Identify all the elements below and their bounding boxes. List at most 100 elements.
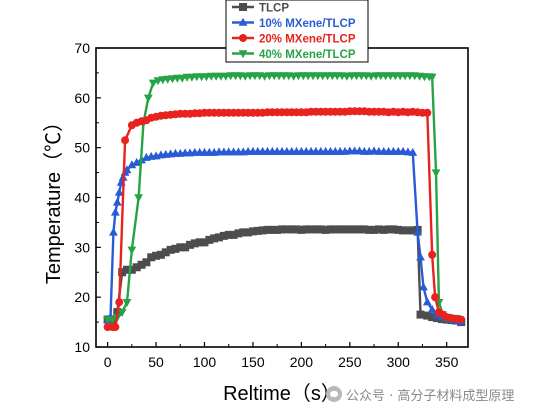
x-tick-label: 100 [193,354,217,370]
data-point [355,225,364,234]
series-2 [103,107,466,332]
wechat-icon [326,386,342,402]
data-point [210,234,219,243]
data-point [389,225,398,234]
data-point [326,225,335,234]
data-point [132,157,142,166]
legend-label: TLCP [259,3,289,15]
x-tick-label: 250 [338,354,362,370]
data-point [229,230,238,239]
y-tick-label: 30 [74,239,90,255]
data-point [427,304,437,313]
y-axis: 10 20 30 40 50 60 70 [74,40,101,355]
data-point [428,250,437,259]
legend-marker [238,50,248,59]
data-point [416,310,425,319]
data-point [457,315,466,324]
data-point [115,298,124,307]
data-point [399,226,408,235]
legend: TLCP 10% MXene/TLCP 20% MXene/TLCP 40% MXen… [225,0,369,63]
data-point [234,229,243,238]
data-point [278,225,286,234]
y-tick-label: 70 [74,40,90,56]
watermark-text: 公众号 · 高分子材料成型原理 [346,388,515,404]
data-point [419,282,428,291]
data-point [258,226,267,235]
data-point [370,225,379,234]
data-point [350,225,359,234]
data-point [224,230,233,239]
data-point [431,293,440,302]
data-point [336,225,345,234]
data-point [287,225,296,234]
data-point [292,225,301,234]
data-point [123,265,131,274]
data-point [273,225,282,234]
data-point [127,265,136,274]
data-point [200,238,209,247]
data-point [433,314,441,323]
watermark: 公众号 · 高分子材料成型原理 [326,383,514,405]
data-point [195,238,204,247]
plot-series [103,72,466,332]
y-tick-label: 60 [74,90,90,106]
data-point [111,323,120,332]
data-point [379,225,388,234]
data-point [219,231,228,240]
data-point [431,169,441,178]
series-3 [103,72,461,325]
data-point [408,147,418,156]
data-point [263,225,272,234]
data-point [248,227,257,236]
data-point [132,263,141,272]
data-point [416,252,425,261]
data-point [109,227,118,236]
data-point [427,73,437,82]
data-point [152,251,161,260]
x-tick-label: 150 [241,354,265,370]
x-tick-label: 200 [290,354,314,370]
x-tick-label: 350 [435,354,459,370]
data-point [408,226,417,235]
data-point [316,225,325,234]
data-point [108,316,117,325]
data-point [127,160,137,169]
data-point [166,245,175,254]
data-point [253,226,262,235]
y-tick-label: 40 [74,190,90,206]
data-point [384,225,393,234]
x-tick-label: 0 [104,354,112,370]
data-point [302,225,311,234]
y-tick-label: 20 [74,289,90,305]
legend-label: 10% MXene/TLCP [259,18,356,30]
y-tick-label: 50 [74,140,90,156]
data-point [340,225,349,234]
x-tick-label: 50 [148,354,164,370]
data-point [422,297,432,306]
data-point [282,225,291,234]
data-point [205,235,214,244]
data-point [297,225,306,234]
data-point [161,248,170,257]
x-tick-label: 300 [387,354,411,370]
legend-label: 20% MXene/TLCP [259,34,356,46]
data-point [142,258,151,267]
data-point [137,260,146,269]
data-point [110,207,120,216]
data-point [185,240,194,249]
data-point [307,225,316,234]
data-point [331,225,340,234]
data-point [171,244,180,253]
data-point [215,233,224,242]
data-point [122,298,132,307]
series-0 [103,225,466,327]
legend-marker [239,3,247,11]
data-point [190,239,199,248]
data-point [345,225,354,234]
y-axis-label: Temperature（℃） [42,112,65,284]
data-point [117,308,127,317]
data-point [244,228,253,237]
data-point [423,311,432,320]
data-point [268,225,277,234]
